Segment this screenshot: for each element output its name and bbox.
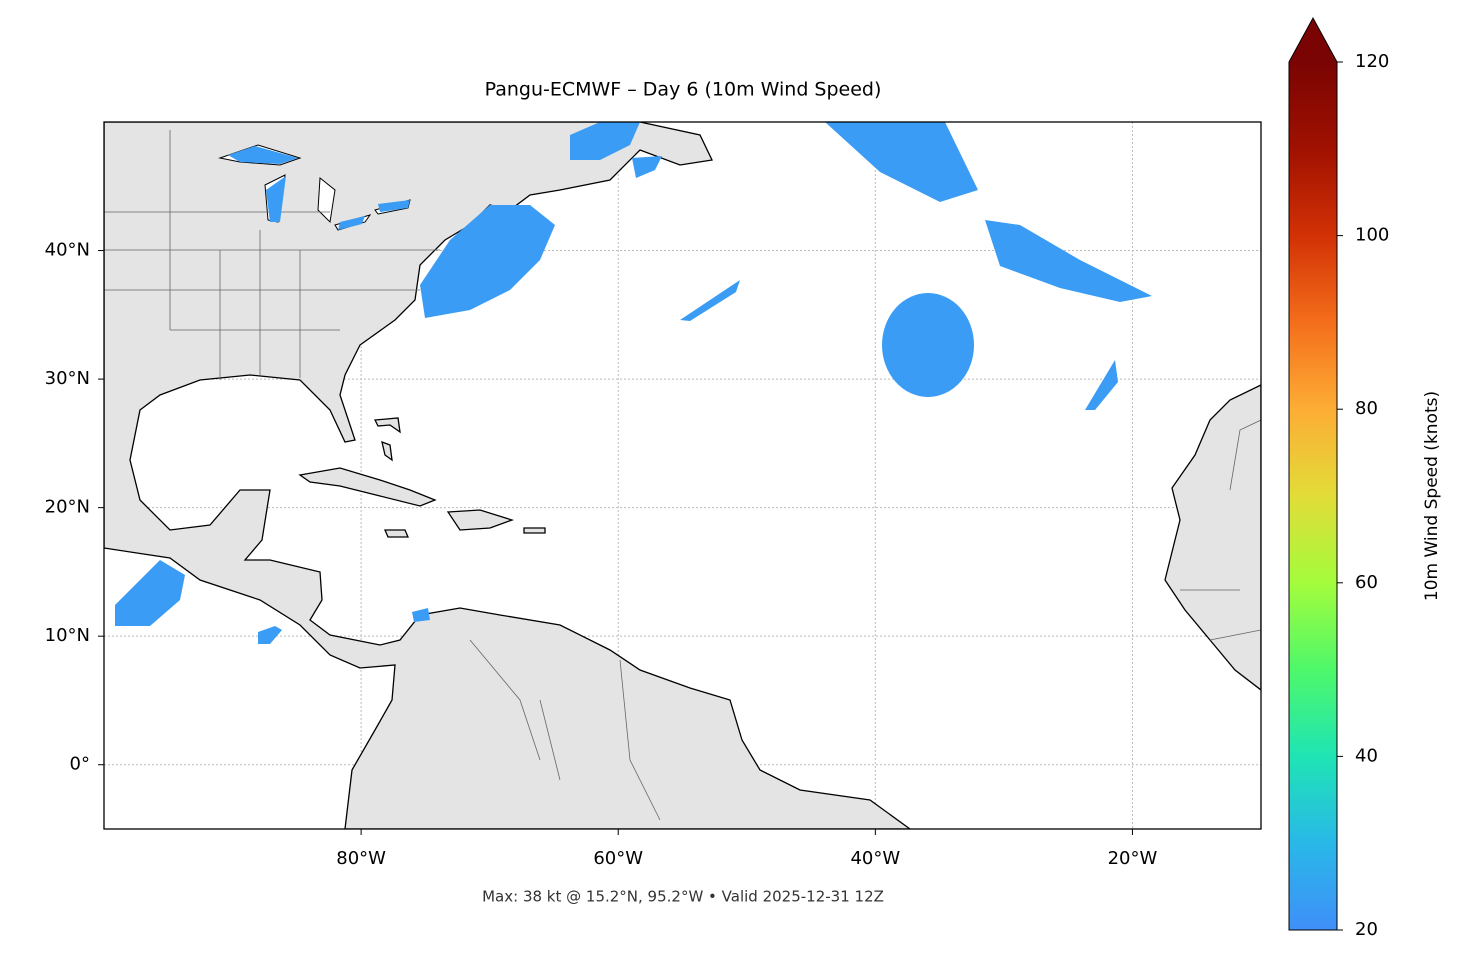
land-africa: [1164, 384, 1261, 691]
jamaica: [384, 529, 409, 538]
chart-title: Pangu-ECMWF – Day 6 (10m Wind Speed): [485, 79, 882, 101]
wind-swath: [882, 293, 974, 397]
colorbar: 20 40 60 80 100 120: [1288, 16, 1389, 940]
wind-swath: [985, 220, 1152, 302]
puerto-rico: [523, 527, 546, 534]
colorbar-tick-label: 20: [1355, 919, 1378, 940]
map-layer: [104, 122, 1261, 829]
wind-swath: [680, 280, 740, 321]
state-borders: [104, 130, 1261, 821]
wind-swath: [420, 205, 555, 318]
colorbar-tick-label: 100: [1355, 225, 1389, 246]
wind-swath: [228, 146, 410, 230]
colorbar-tick-label: 60: [1355, 572, 1378, 593]
x-tick-label: 40°W: [850, 848, 900, 869]
wind-swath: [825, 122, 978, 202]
colorbar-label: 10m Wind Speed (knots): [1422, 391, 1442, 601]
colorbar-tick-label: 120: [1355, 51, 1389, 72]
hispaniola: [446, 509, 515, 531]
cuba: [298, 467, 437, 507]
wind-swath: [570, 122, 662, 178]
x-tick-label: 80°W: [336, 848, 386, 869]
colorbar-tick-label: 40: [1355, 745, 1378, 766]
colorbar-tick-label: 80: [1355, 398, 1378, 419]
colorbar-scale: [1288, 16, 1338, 931]
annotation: Max: 38 kt @ 15.2°N, 95.2°W • Valid 2025…: [482, 888, 884, 906]
x-tick-label: 20°W: [1108, 848, 1158, 869]
y-tick-label: 30°N: [45, 368, 90, 389]
y-tick-label: 40°N: [45, 240, 90, 261]
plot-frame: [103, 121, 1262, 830]
y-tick-label: 10°N: [45, 625, 90, 646]
x-tick-label: 60°W: [593, 848, 643, 869]
y-tick-label: 0°: [70, 754, 90, 775]
y-tick-label: 20°N: [45, 497, 90, 518]
wind-swath: [1085, 360, 1118, 410]
wind-swath: [115, 560, 185, 626]
axes: 80°W 60°W 40°W 20°W 0° 10°N 20°N 30°N 40°N: [45, 240, 1158, 869]
bahamas: [373, 417, 401, 462]
